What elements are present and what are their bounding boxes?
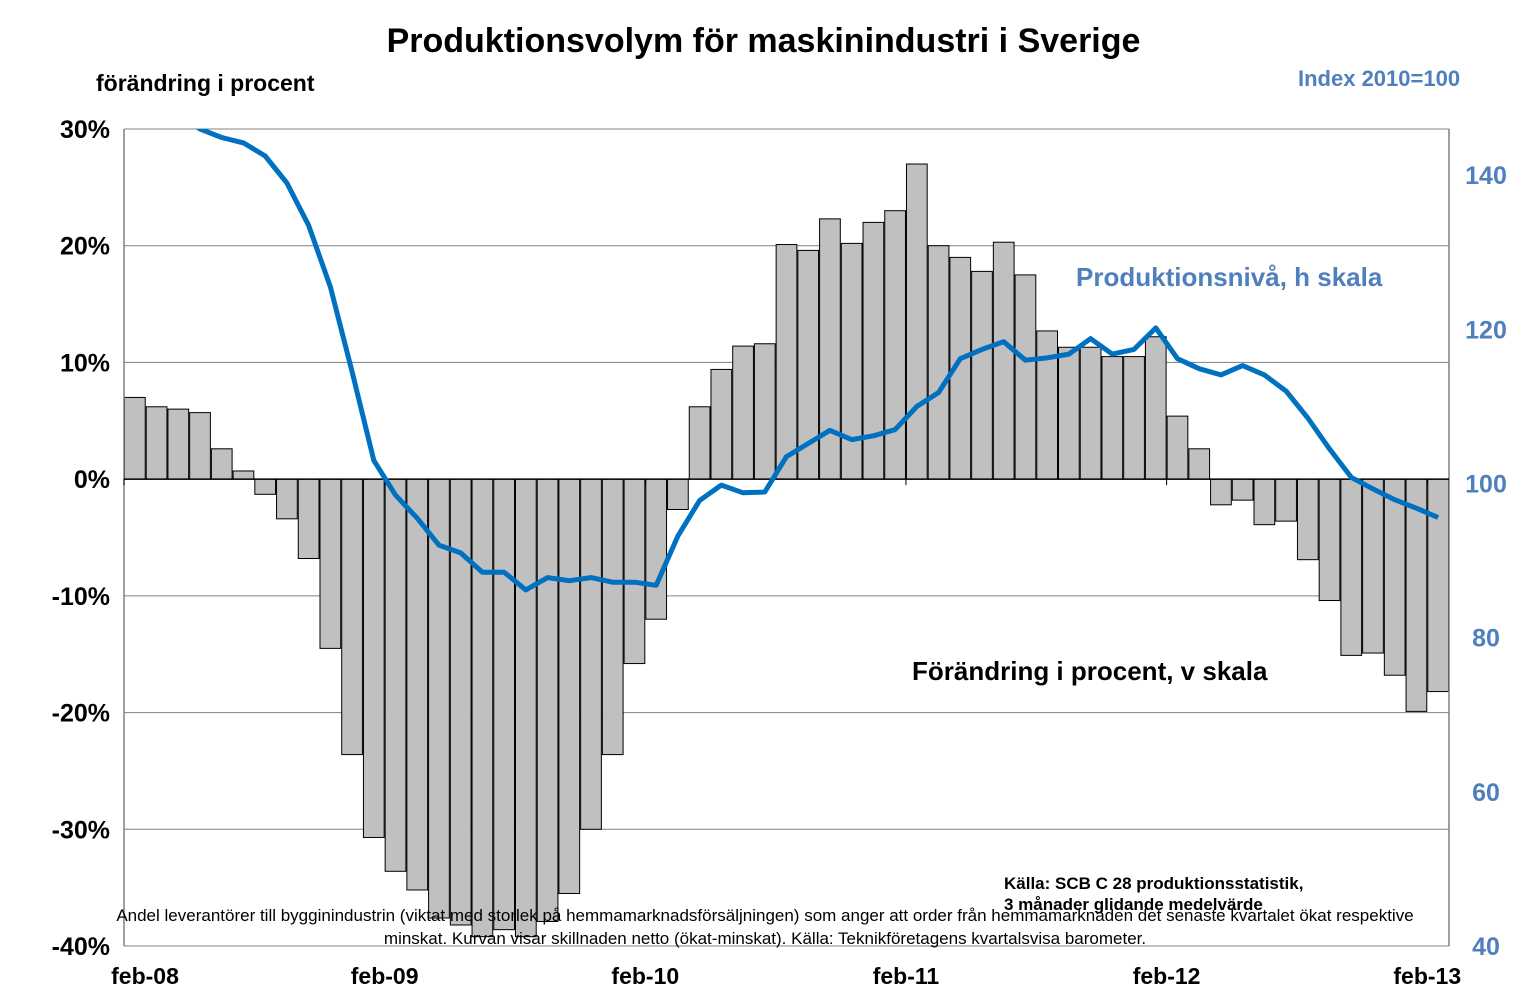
line-series-annotation: Produktionsnivå, h skala [1076,262,1383,292]
bar [775,244,798,480]
bar [319,478,342,649]
x-tick-label: feb-13 [1393,963,1461,989]
bar [1362,478,1384,654]
bar [384,478,407,872]
bar [862,221,885,480]
bar [667,478,689,510]
bar [1275,478,1297,522]
bar [341,478,363,756]
bar [145,406,168,480]
overlay-note: Andel leverantörer till bygginindustrin … [116,906,1414,948]
bar [558,478,581,894]
bar [536,478,559,922]
right-tick-label: 40 [1472,933,1500,961]
bar [1296,478,1319,561]
right-axis-label: Index 2010=100 [1298,66,1461,91]
chart-title: Produktionsvolym för maskinindustri i Sv… [386,22,1141,60]
bar [1014,274,1037,480]
bar [232,470,255,480]
right-tick-label: 140 [1465,162,1507,190]
bar [688,406,711,480]
bar-series-annotation: Förändring i procent, v skala [912,656,1268,686]
bar [840,242,863,480]
left-tick-label: 30% [60,116,110,144]
bar [1188,448,1211,480]
left-tick-label: 20% [60,233,110,261]
bar [362,478,385,838]
right-tick-label: 60 [1472,779,1500,807]
x-tick-label: feb-09 [351,963,419,989]
bar [189,412,211,480]
left-tick-label: -40% [52,933,110,961]
left-tick-label: 0% [74,466,110,494]
bar [1210,478,1232,506]
production-level-line [195,129,1440,593]
bar [1340,478,1363,656]
left-tick-label: -30% [52,816,110,844]
bar [471,478,494,938]
left-tick-label: -20% [52,700,110,728]
bar [1231,478,1254,501]
bar [1101,356,1124,480]
bar [1427,478,1449,693]
bar [297,478,320,560]
bar [1144,336,1167,480]
bar [276,478,298,520]
x-tick-label: feb-08 [111,963,179,989]
right-tick-label: 80 [1472,625,1500,653]
bar [1079,346,1102,480]
bar [601,478,624,756]
bar [927,245,950,480]
bar [1123,356,1145,480]
left-axis-label: förändring i procent [96,70,315,96]
bar [1253,478,1276,526]
bar [905,163,928,480]
bar [753,343,776,480]
bar [623,478,646,665]
bar [514,478,537,938]
bar [992,241,1015,480]
bar [1036,330,1059,480]
bar [210,448,233,480]
bar [406,478,429,891]
bar [167,408,190,480]
bar [1318,478,1341,602]
bar [819,218,841,480]
bar [493,478,515,931]
bar [449,478,472,926]
bar [1058,346,1080,480]
right-tick-label: 100 [1465,471,1507,499]
bar [732,345,754,480]
bar [254,478,277,495]
bar [1166,415,1189,480]
bar [710,368,733,480]
bar [1383,478,1406,676]
x-tick-label: feb-11 [873,963,940,989]
x-tick-label: feb-10 [611,963,679,989]
bar [645,478,668,620]
right-tick-label: 120 [1465,316,1507,344]
left-tick-label: -10% [52,583,110,611]
bar [971,270,993,480]
x-tick-label: feb-12 [1133,963,1201,989]
bar [884,210,906,480]
bar [580,478,602,830]
left-tick-label: 10% [60,349,110,377]
source-note: Källa: SCB C 28 produktionsstatistik, 3 … [1004,874,1304,914]
bar [124,396,146,480]
